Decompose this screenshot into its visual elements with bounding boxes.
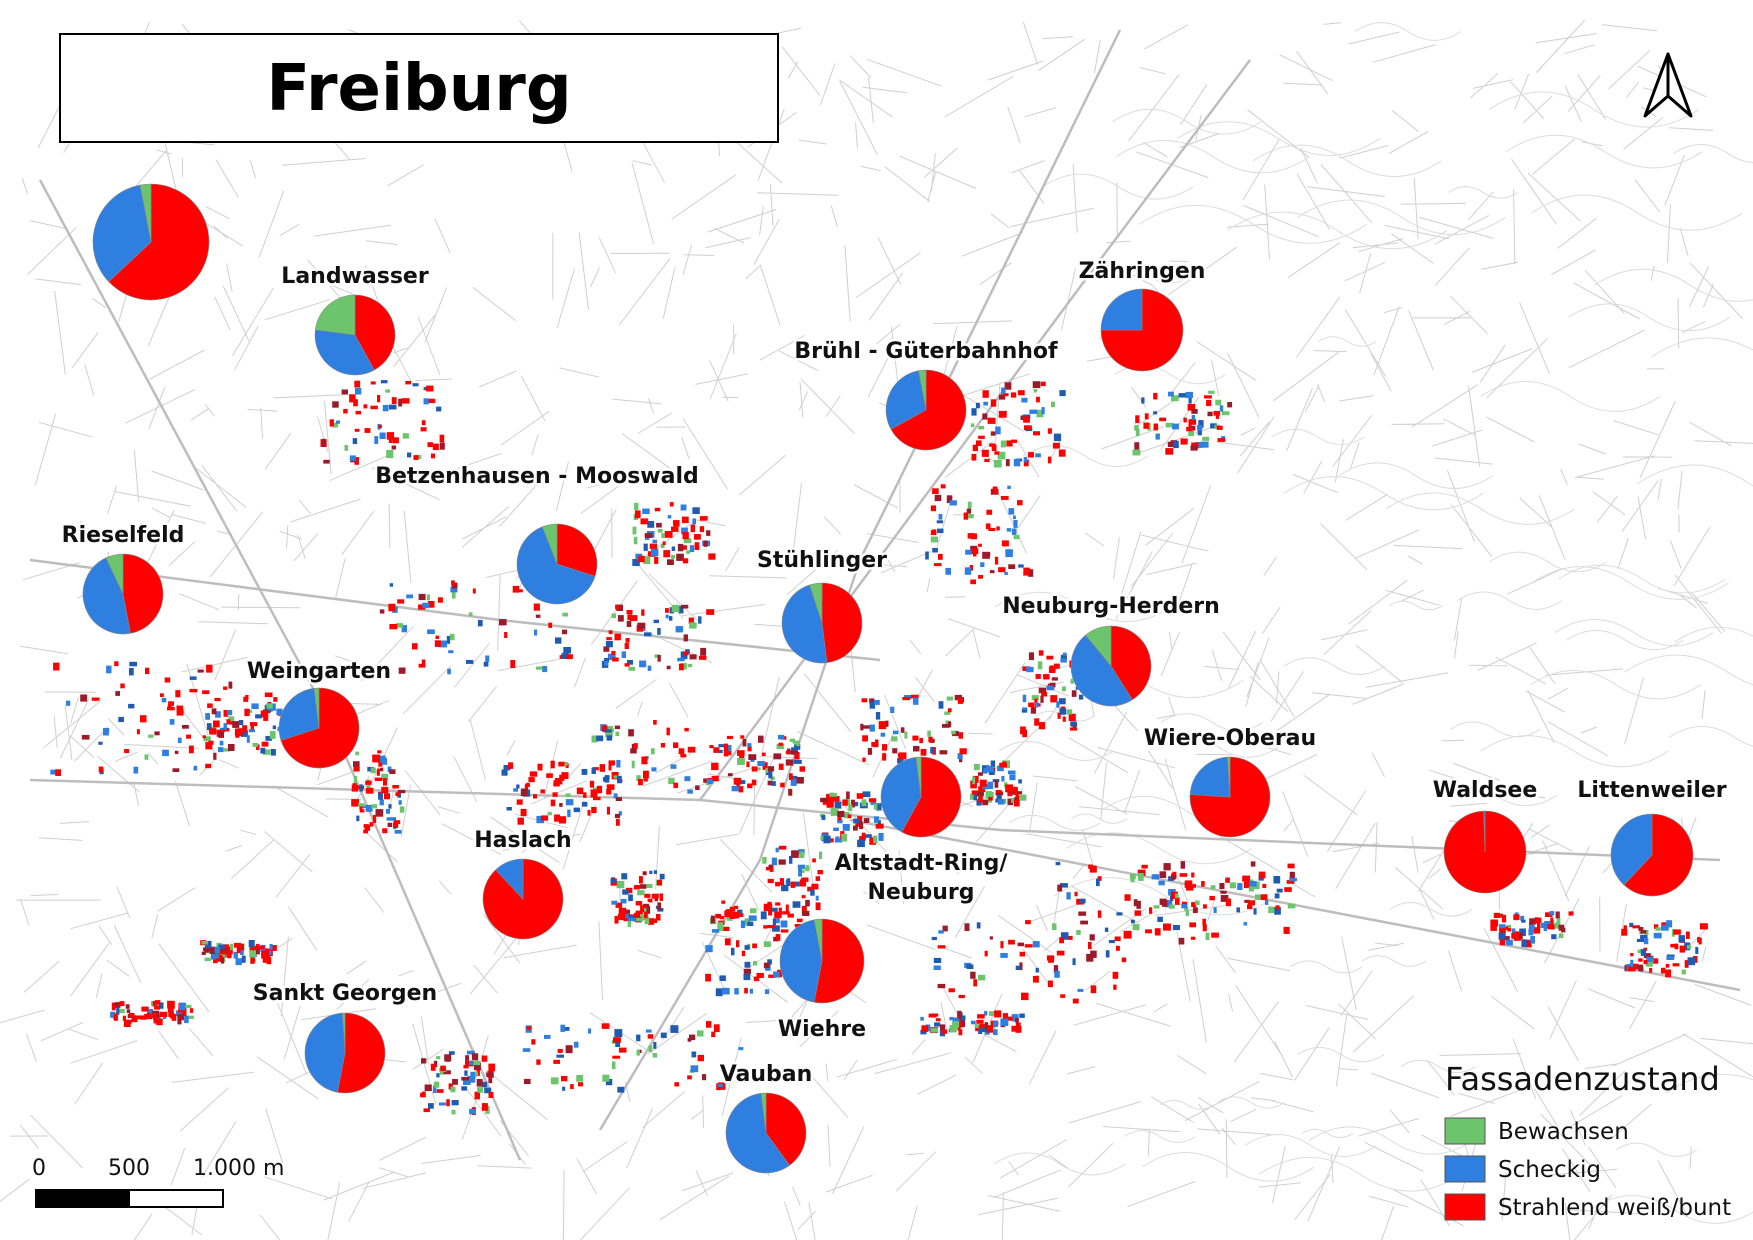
pie-slice-scheckig (92, 184, 152, 283)
label-waldsee: Waldsee (1433, 778, 1538, 803)
pie-landwasser (314, 294, 396, 376)
pie-slice-strahlend (122, 553, 164, 634)
scale-bar: 0 500 1.000 m (32, 1156, 284, 1208)
pie-slice-bewachsen (541, 523, 558, 565)
pie-slice-scheckig (1610, 813, 1653, 886)
map-title: Freiburg (266, 52, 571, 126)
pie-slice-scheckig (1189, 756, 1231, 798)
pie-rieselfeld (82, 553, 164, 635)
pie-slice-strahlend (821, 582, 863, 664)
pie-slice-strahlend (108, 183, 210, 301)
pie-slice-scheckig (725, 1092, 790, 1174)
pie-slice-scheckig (314, 329, 375, 376)
north-arrow-icon (1643, 52, 1693, 118)
legend-label-strahlend: Strahlend weiß/bunt (1498, 1195, 1731, 1221)
pie-waldsee (1443, 810, 1527, 894)
pie-slice-strahlend (280, 687, 360, 769)
pie-slice-scheckig (885, 370, 927, 430)
scale-bar-segment (36, 1190, 130, 1207)
pie-sankt-georgen (304, 1012, 386, 1094)
pie-slice-strahlend (354, 294, 396, 371)
pie-slice-strahlend (901, 756, 962, 838)
legend: Fassadenzustand Bewachsen Scheckig Strah… (1444, 1060, 1731, 1221)
pie-slice-strahlend (1623, 813, 1694, 897)
pie-slice-strahlend (337, 1012, 386, 1094)
pie-slice-bewachsen (1085, 625, 1112, 667)
label-sankt-georgen: Sankt Georgen (253, 981, 437, 1006)
scale-tick-1000: 1.000 m (193, 1156, 284, 1181)
pie-slice-scheckig (278, 687, 320, 741)
pie-slice-scheckig (82, 557, 131, 635)
pie-slice-strahlend (890, 369, 967, 451)
district-pie-charts (82, 183, 1694, 1174)
legend-swatch-scheckig (1444, 1155, 1486, 1183)
pie-slice-bewachsen (105, 553, 124, 595)
pie-slice-bewachsen (915, 756, 922, 798)
pie-slice-strahlend (556, 523, 598, 577)
legend-label-scheckig: Scheckig (1498, 1157, 1601, 1183)
pie-slice-scheckig (1070, 634, 1133, 707)
pie-weingarten (278, 687, 360, 769)
district-labels: Landwasser Zähringen Brühl - Güterbahnhof B… (59, 257, 1729, 1090)
pie-slice-bewachsen (139, 183, 152, 243)
pie-slice-bewachsen (342, 1012, 346, 1054)
scale-tick-0: 0 (32, 1156, 46, 1181)
legend-label-bewachsen: Bewachsen (1498, 1119, 1629, 1145)
label-wiehre: Wiehre (778, 1017, 866, 1042)
label-altstadt-ring-line2: Neuburg (867, 880, 974, 905)
label-rieselfeld: Rieselfeld (62, 523, 185, 548)
pie-slice-scheckig (516, 526, 596, 605)
label-landwasser: Landwasser (281, 264, 429, 289)
pie-wiehre (779, 918, 865, 1004)
pie-slice-bewachsen (1227, 756, 1231, 798)
label-stühlinger: Stühlinger (757, 548, 887, 573)
label-betzenhausen-mooswald: Betzenhausen - Mooswald (375, 464, 699, 489)
pie-slice-scheckig (880, 756, 922, 833)
label-wiere-oberau: Wiere-Oberau (1144, 726, 1316, 751)
label-weingarten: Weingarten (247, 659, 391, 684)
pie-slice-bewachsen (760, 1092, 767, 1134)
pie-slice-scheckig (495, 858, 524, 900)
pie-slice-scheckig (1483, 810, 1486, 853)
pie-neuburg-herdern (1070, 625, 1152, 707)
pie-slice-bewachsen (813, 918, 823, 962)
legend-swatch-bewachsen (1444, 1117, 1486, 1145)
pie-littenweiler (1610, 813, 1694, 897)
pie-slice-bewachsen (918, 369, 927, 411)
pie-betzenhausen-mooswald (516, 523, 598, 605)
pie-slice-scheckig (304, 1012, 346, 1093)
pie-stühlinger (781, 582, 863, 664)
label-brühl-güterbahnhof: Brühl - Güterbahnhof (794, 339, 1058, 364)
scale-tick-500: 500 (108, 1156, 150, 1181)
pie-slice-bewachsen (314, 294, 356, 336)
pie-slice-strahlend (1100, 288, 1184, 372)
pie-haslach (482, 858, 564, 940)
legend-title: Fassadenzustand (1445, 1060, 1720, 1098)
pie-slice-bewachsen (313, 687, 320, 729)
pie-wiere-oberau (1189, 756, 1271, 838)
pie-brühl-güterbahnhof (885, 369, 967, 451)
pie-slice-scheckig (1100, 288, 1143, 331)
pie-vauban (725, 1092, 807, 1174)
pie-zähringen (1100, 288, 1184, 372)
label-zähringen: Zähringen (1079, 259, 1206, 284)
legend-swatch-strahlend (1444, 1193, 1486, 1221)
label-haslach: Haslach (474, 828, 571, 853)
title-frame (59, 33, 779, 143)
pie-slice-strahlend (813, 918, 865, 1004)
label-littenweiler: Littenweiler (1577, 778, 1726, 803)
pie-altstadt-ring (880, 756, 962, 838)
label-altstadt-ring: Altstadt-Ring/ (835, 851, 1009, 876)
building-footprints (50, 380, 1708, 1115)
pie-unnamed (92, 183, 210, 301)
pie-slice-bewachsen (809, 582, 823, 624)
pie-slice-strahlend (765, 1092, 807, 1166)
pie-slice-scheckig (779, 919, 823, 1003)
label-neuburg-herdern: Neuburg-Herdern (1002, 594, 1220, 619)
label-vauban: Vauban (720, 1062, 813, 1087)
title-box: Freiburg (59, 33, 779, 143)
